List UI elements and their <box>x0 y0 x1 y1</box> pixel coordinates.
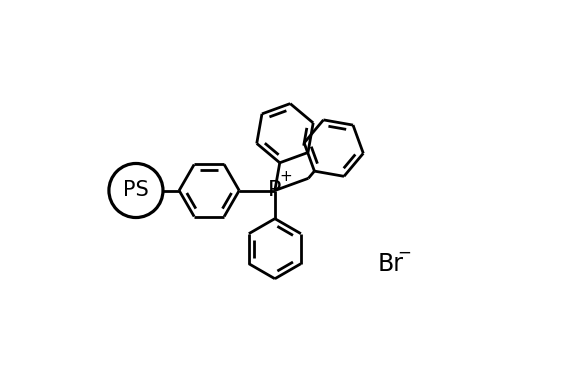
Text: Br: Br <box>378 252 404 276</box>
Text: −: − <box>398 243 412 261</box>
Text: +: + <box>280 169 292 184</box>
Text: P: P <box>268 181 282 200</box>
Text: PS: PS <box>123 181 149 200</box>
